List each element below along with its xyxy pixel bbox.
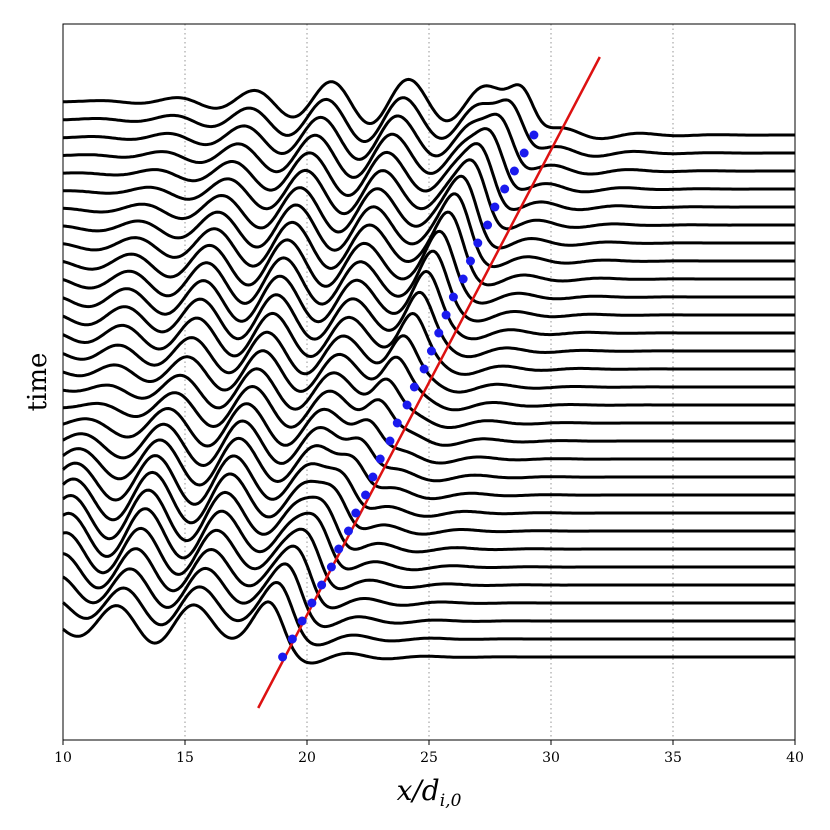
front-point-7 (334, 544, 344, 554)
front-fit (257, 56, 601, 709)
front-point-17 (419, 364, 429, 374)
profile-curve-11 (62, 419, 795, 483)
front-point-6 (326, 562, 336, 572)
profile-curve-3 (62, 562, 795, 629)
profile-curve-7 (62, 488, 795, 554)
profile-curve-5 (62, 526, 795, 591)
profile-curve-12 (62, 402, 795, 465)
x-axis-ticks: 10 15 20 25 30 35 40 (54, 740, 804, 766)
x-tick-label-30: 30 (542, 750, 560, 766)
profile-curve-24 (62, 174, 795, 250)
profile-curve-28 (62, 112, 795, 176)
front-point-26 (490, 202, 500, 212)
x-tick-label-35: 35 (664, 750, 682, 766)
profile-curve-10 (62, 436, 795, 501)
front-point-16 (409, 382, 419, 392)
profile-curve-30 (63, 77, 795, 141)
front-points (278, 130, 539, 662)
profile-curve-13 (62, 385, 795, 447)
profile-curve-26 (63, 142, 795, 212)
profile-curve-2 (62, 581, 795, 647)
profile-curve-20 (62, 249, 795, 323)
profile-curve-6 (62, 507, 795, 572)
profile-curve-29 (63, 96, 795, 158)
y-axis-label: time (23, 353, 53, 412)
front-point-13 (385, 436, 395, 446)
front-point-19 (434, 328, 444, 338)
profile-curve-23 (62, 192, 795, 269)
x-tick-label-10: 10 (54, 750, 72, 766)
profile-curve-16 (62, 330, 795, 394)
front-point-4 (307, 598, 317, 608)
profile-curve-9 (61, 454, 795, 518)
profile-curve-8 (61, 470, 795, 536)
profile-curve-1 (62, 600, 795, 665)
profile-curve-22 (62, 210, 795, 287)
front-point-11 (368, 472, 378, 482)
x-axis-label: x/di,0 (397, 774, 462, 811)
x-axis-label-main: x/d (397, 774, 440, 807)
front-point-12 (375, 454, 385, 464)
front-point-1 (278, 652, 288, 662)
x-tick-label-15: 15 (176, 750, 194, 766)
profile-curve-25 (63, 158, 795, 231)
front-point-18 (426, 346, 436, 356)
front-point-30 (529, 130, 539, 140)
front-point-8 (343, 526, 353, 536)
x-tick-label-25: 25 (420, 750, 438, 766)
x-tick-label-20: 20 (298, 750, 316, 766)
profile-curve-19 (62, 269, 795, 341)
profile-curve-15 (62, 349, 795, 412)
profile-curve-14 (62, 367, 795, 429)
front-point-21 (448, 292, 458, 302)
front-point-5 (317, 580, 327, 590)
front-point-9 (351, 508, 361, 518)
front-point-24 (473, 238, 483, 248)
front-point-22 (458, 274, 468, 284)
front-point-27 (500, 184, 510, 194)
front-point-15 (402, 400, 412, 410)
x-tick-label-40: 40 (786, 750, 804, 766)
front-point-10 (361, 490, 371, 500)
profile-curve-18 (62, 290, 795, 359)
front-point-28 (509, 166, 519, 176)
profile-curve-27 (62, 127, 795, 194)
front-point-29 (519, 148, 529, 158)
front-point-14 (392, 418, 402, 428)
profile-curve-17 (62, 311, 795, 376)
front-point-23 (465, 256, 475, 266)
profile-curves (61, 77, 795, 665)
x-axis-label-subscript: i,0 (440, 791, 462, 811)
front-point-2 (287, 634, 297, 644)
front-point-25 (483, 220, 493, 230)
front-point-20 (441, 310, 451, 320)
front-point-3 (297, 616, 307, 626)
profile-curve-21 (62, 229, 795, 305)
profile-curve-4 (62, 544, 795, 610)
front-fit-line (257, 56, 601, 709)
